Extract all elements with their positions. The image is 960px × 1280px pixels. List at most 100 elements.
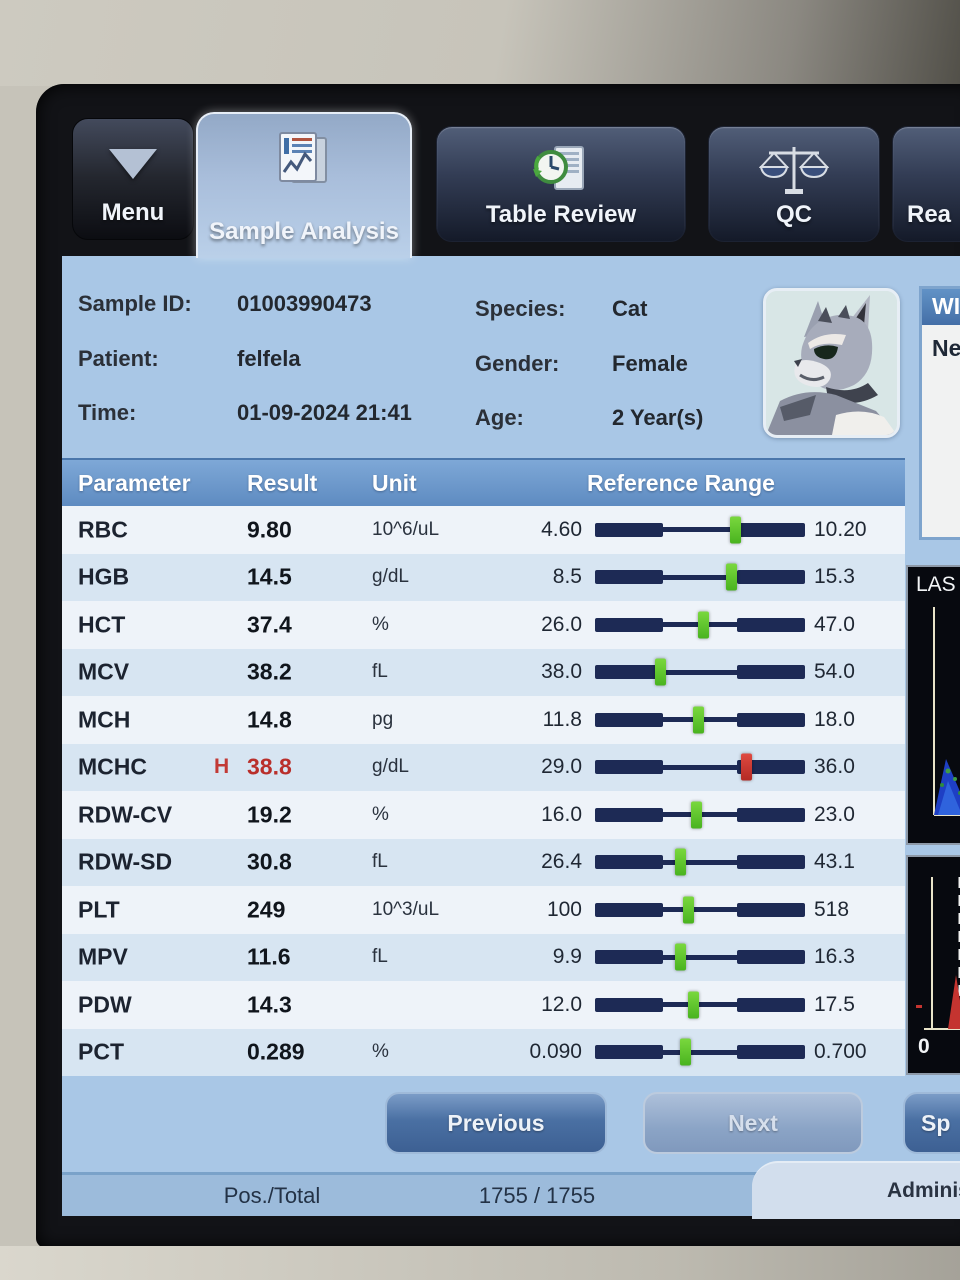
reference-range-bar	[595, 696, 805, 744]
parameter-name: HCT	[78, 611, 126, 638]
parameter-name: MCH	[78, 706, 131, 733]
table-row: PDW 14.3 12.0 17.5	[62, 981, 905, 1029]
parameter-name: PDW	[78, 991, 132, 1018]
range-bar-line	[659, 907, 741, 913]
result-position-marker	[680, 1038, 692, 1066]
device-body-bottom	[0, 1246, 960, 1280]
range-min-value: 26.4	[541, 850, 582, 874]
header-result: Result	[247, 470, 318, 496]
tab-reagent-label: Rea	[907, 201, 952, 228]
result-unit: %	[372, 1041, 389, 1063]
result-position-marker	[675, 943, 687, 971]
menu-dropdown-icon	[109, 149, 157, 179]
tab-sample-analysis[interactable]: Sample Analysis	[196, 112, 412, 258]
result-unit: %	[372, 613, 389, 635]
range-max-value: 43.1	[814, 850, 855, 874]
table-row: RDW-CV 19.2 % 16.0 23.0	[62, 791, 905, 839]
result-position-marker	[687, 991, 699, 1019]
pos-total-counter: 1755 / 1755	[478, 1183, 596, 1208]
wbc-info-panel: WI Ne	[919, 286, 960, 540]
time-label: Time:	[78, 400, 137, 425]
patient-value: felfela	[237, 346, 301, 371]
reference-range-bar	[595, 554, 805, 602]
range-min-value: 9.9	[552, 945, 582, 969]
range-bar-right-segment	[737, 712, 805, 727]
wbc-panel-header: WI	[922, 289, 960, 325]
tab-qc-label: QC	[776, 201, 812, 228]
range-bar-left-segment	[595, 997, 663, 1012]
species-avatar-cat	[763, 288, 900, 438]
range-bar-left-segment	[595, 807, 663, 822]
result-value: 14.5	[247, 563, 292, 590]
range-bar-left-segment	[595, 522, 663, 537]
range-bar-line	[659, 859, 741, 865]
tab-sample-analysis-label: Sample Analysis	[209, 218, 399, 245]
result-unit: fL	[372, 851, 388, 873]
range-bar-right-segment	[737, 1045, 805, 1060]
tab-menu[interactable]: Menu	[72, 118, 194, 240]
reference-range-bar	[595, 1029, 805, 1077]
result-unit: 10^3/uL	[372, 898, 440, 920]
range-bar-left-segment	[595, 617, 663, 632]
result-position-marker	[698, 611, 709, 639]
sample-id-label: Sample ID:	[78, 291, 192, 316]
range-bar-left-segment	[595, 855, 663, 870]
result-position-marker	[741, 753, 753, 781]
range-bar-left-segment	[595, 950, 663, 965]
header-parameter: Parameter	[78, 470, 191, 496]
status-bar: Pos./Total 1755 / 1755 Adminis	[62, 1161, 960, 1219]
range-max-value: 47.0	[814, 612, 855, 636]
parameter-name: PLT	[78, 896, 120, 923]
previous-button[interactable]: Previous	[385, 1092, 607, 1154]
range-min-value: 8.5	[552, 565, 582, 589]
range-max-value: 518	[814, 897, 850, 921]
range-min-value: 11.8	[542, 707, 582, 731]
range-bar-left-segment	[595, 902, 663, 917]
range-bar-right-segment	[737, 950, 805, 965]
age-label: Age:	[475, 405, 524, 430]
user-name: Adminis	[887, 1179, 960, 1202]
sample-analysis-icon	[272, 130, 336, 197]
patient-label: Patient:	[78, 346, 159, 371]
tab-menu-label: Menu	[101, 199, 165, 226]
range-max-value: 15.3	[814, 565, 855, 589]
reference-range-bar	[595, 649, 805, 697]
result-value: 14.8	[247, 706, 292, 733]
las-scattergram-label: LAS	[916, 573, 956, 596]
qc-scales-icon	[758, 143, 830, 208]
table-row: MPV 11.6 fL 9.9 16.3	[62, 933, 905, 982]
parameter-name: MCHC	[78, 753, 147, 780]
result-value: 37.4	[247, 611, 292, 638]
next-button[interactable]: Next	[643, 1092, 863, 1154]
result-position-marker	[682, 896, 694, 924]
result-position-marker	[675, 848, 687, 876]
tab-qc[interactable]: QC	[708, 126, 880, 242]
reference-range-bar	[595, 744, 805, 792]
tab-table-review[interactable]: Table Review	[436, 126, 686, 242]
parameter-name: RBC	[78, 516, 128, 543]
range-min-value: 29.0	[541, 755, 582, 779]
range-bar-line	[659, 954, 741, 960]
plt-histogram: 0	[906, 855, 960, 1075]
range-bar-line	[659, 527, 741, 533]
gender-value: Female	[612, 351, 688, 376]
range-bar-left-segment	[595, 712, 663, 727]
special-button[interactable]: Sp	[903, 1092, 960, 1154]
result-value: 11.6	[247, 943, 291, 970]
result-position-marker	[729, 516, 741, 544]
user-area[interactable]: Adminis	[752, 1161, 960, 1219]
range-min-value: 100	[546, 897, 582, 921]
reference-range-bar	[595, 981, 805, 1029]
tab-reagent[interactable]: Rea	[892, 126, 960, 242]
result-unit: %	[372, 803, 389, 825]
sample-id-value: 01003990473	[237, 291, 372, 316]
histogram-origin-label: 0	[918, 1035, 930, 1058]
table-row: MCV 38.2 fL 38.0 54.0	[62, 648, 905, 697]
result-value: 38.8	[247, 753, 292, 780]
range-min-value: 0.090	[529, 1040, 582, 1064]
time-value: 01-09-2024 21:41	[237, 400, 412, 425]
result-flag: H	[214, 755, 230, 779]
table-row: PLT 249 10^3/uL 100 518	[62, 886, 905, 934]
reference-range-bar	[595, 934, 805, 982]
